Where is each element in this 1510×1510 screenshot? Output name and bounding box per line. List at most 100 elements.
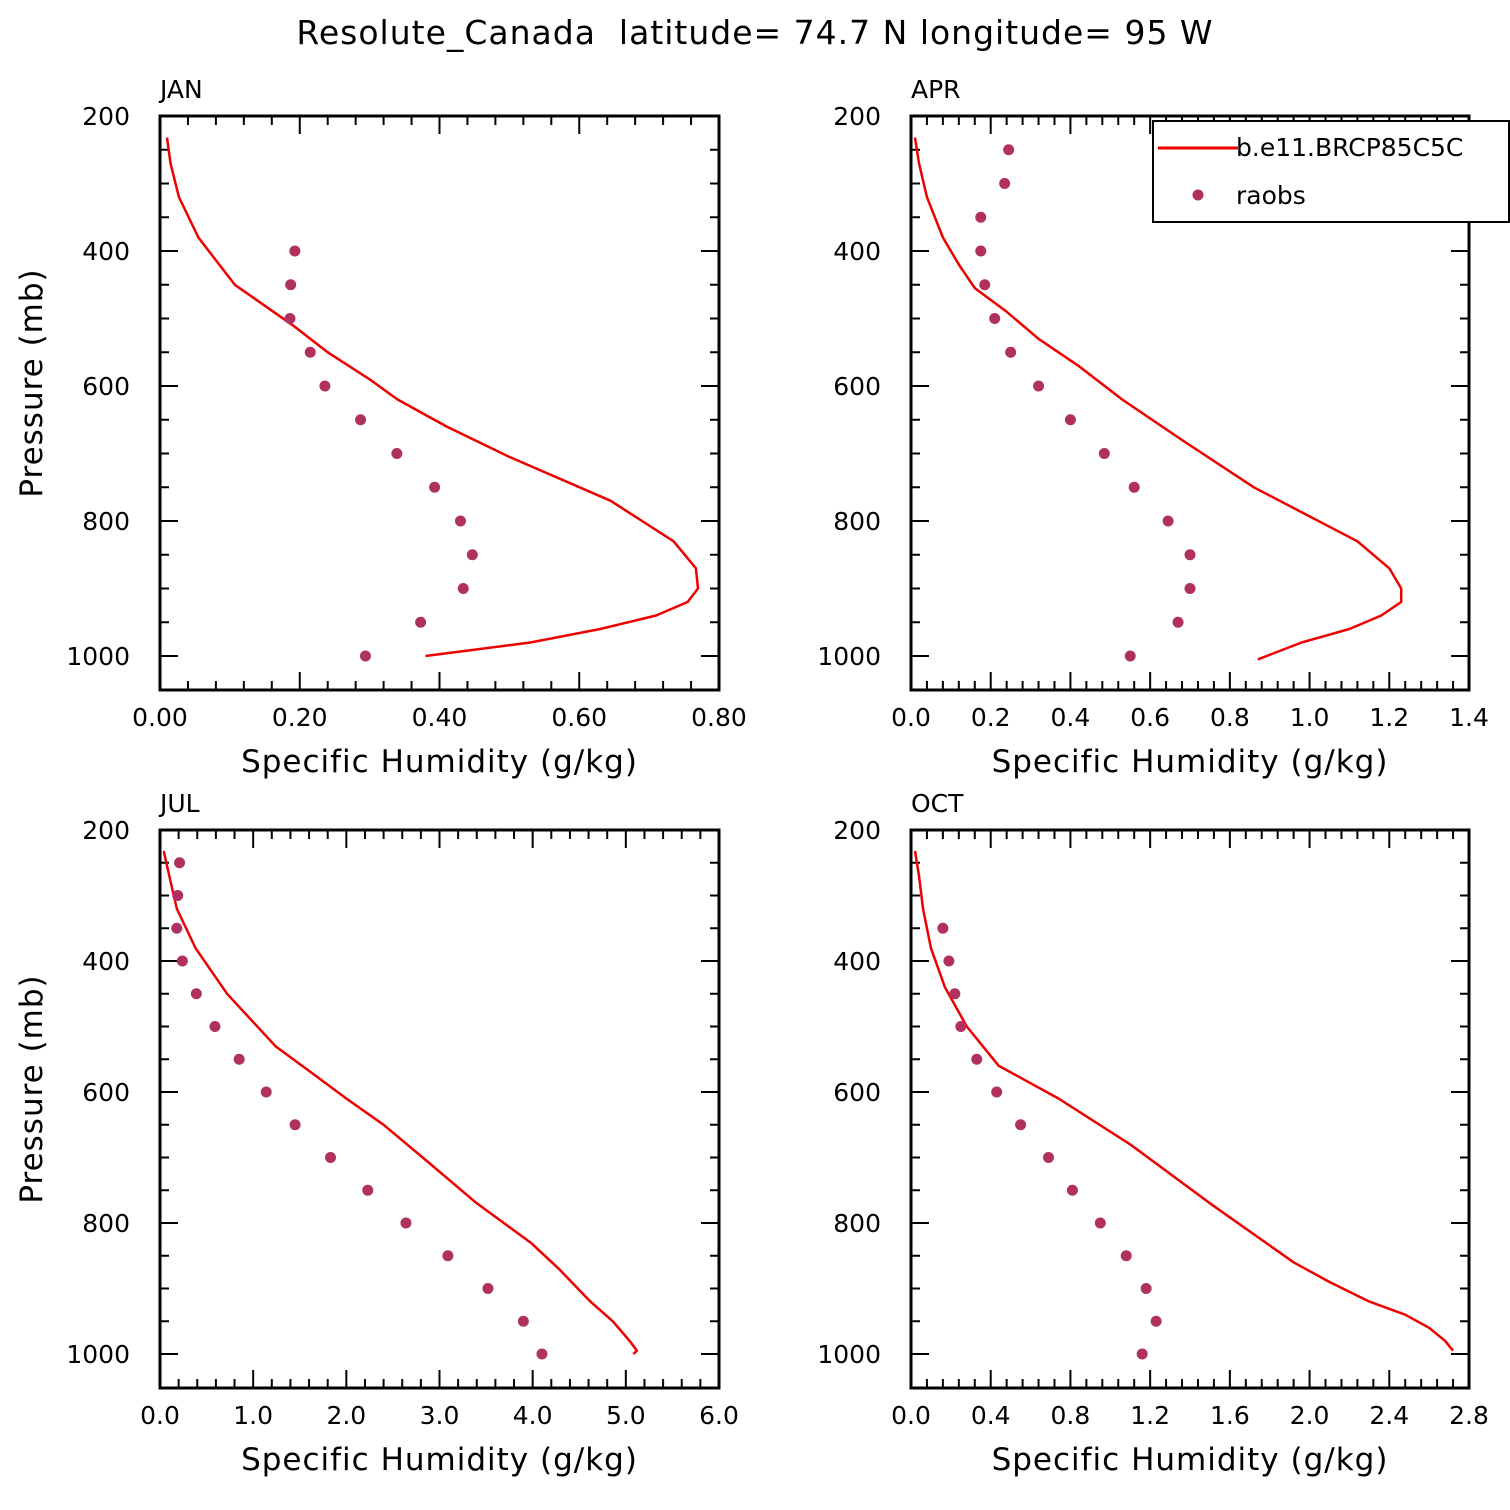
raobs-point bbox=[536, 1348, 548, 1360]
x-tick-label: 1.2 bbox=[1369, 703, 1409, 732]
raobs-point bbox=[1128, 481, 1140, 493]
raobs-point bbox=[1043, 1152, 1055, 1163]
model-profile-line bbox=[913, 850, 1455, 1352]
y-tick-label: 600 bbox=[833, 372, 881, 401]
x-tick-label: 4.0 bbox=[513, 1401, 553, 1430]
raobs-point bbox=[260, 1086, 272, 1098]
raobs-point bbox=[284, 313, 296, 324]
raobs-point bbox=[991, 1086, 1003, 1098]
y-tick-label: 1000 bbox=[817, 1340, 881, 1369]
chart-panel-jul: JUL 200 400 600 800 1000 0.0 1.0 2.0 3.0 4.0 5.0 6.0… bbox=[14, 789, 739, 1478]
x-tick-label: 0.40 bbox=[412, 703, 468, 732]
y-tick-label: 400 bbox=[82, 237, 130, 266]
y-axis-title: Pressure (mb) bbox=[14, 974, 50, 1203]
raobs-point bbox=[209, 1021, 221, 1032]
raobs-point bbox=[233, 1053, 245, 1065]
raobs-point bbox=[1015, 1119, 1027, 1131]
plot-frame bbox=[909, 114, 1471, 692]
x-axis-title: Specific Humidity (g/kg) bbox=[992, 744, 1389, 780]
raobs-point bbox=[355, 414, 367, 426]
x-tick-label: 2.0 bbox=[326, 1401, 366, 1430]
raobs-point bbox=[979, 279, 991, 291]
legend-model-label: b.e11.BRCP85C5C bbox=[1236, 133, 1463, 162]
raobs-point bbox=[174, 857, 186, 869]
x-tick-label: 1.4 bbox=[1449, 703, 1489, 732]
x-tick-label: 0.8 bbox=[1051, 1401, 1091, 1430]
x-tick-label: 0.2 bbox=[971, 703, 1011, 732]
raobs-point bbox=[482, 1283, 494, 1294]
model-profile-line bbox=[913, 137, 1403, 661]
y-tick-label: 200 bbox=[833, 816, 881, 845]
y-tick-label: 800 bbox=[833, 507, 881, 536]
raobs-point bbox=[1172, 616, 1184, 628]
x-tick-label: 0.6 bbox=[1130, 703, 1170, 732]
raobs-point bbox=[1150, 1315, 1162, 1327]
raobs-point bbox=[955, 1021, 967, 1032]
model-profile-line bbox=[162, 850, 639, 1355]
y-tick-label: 200 bbox=[82, 102, 130, 131]
y-tick-label: 600 bbox=[833, 1078, 881, 1107]
raobs-point bbox=[1005, 346, 1017, 358]
y-tick-label: 1000 bbox=[66, 642, 130, 671]
y-tick-label: 800 bbox=[82, 507, 130, 536]
x-axis-title: Specific Humidity (g/kg) bbox=[241, 1442, 638, 1478]
x-axis-title: Specific Humidity (g/kg) bbox=[241, 744, 638, 780]
x-tick-label: 0.4 bbox=[971, 1401, 1011, 1430]
x-tick-label: 1.6 bbox=[1210, 1401, 1250, 1430]
y-axis-title: Pressure (mb) bbox=[14, 268, 50, 497]
raobs-point bbox=[1184, 549, 1196, 561]
chart-panel-oct: OCT 200 400 600 800 1000 0.0 0.4 0.8 1.2 1.6 2.0 2.4… bbox=[817, 789, 1489, 1478]
x-tick-label: 2.8 bbox=[1449, 1401, 1489, 1430]
y-tick-label: 200 bbox=[82, 816, 130, 845]
legend-box bbox=[1152, 120, 1510, 223]
x-tick-label: 0.8 bbox=[1210, 703, 1250, 732]
raobs-point bbox=[466, 549, 478, 561]
y-tick-label: 1000 bbox=[66, 1340, 130, 1369]
raobs-point bbox=[999, 178, 1011, 189]
raobs-point bbox=[454, 515, 466, 527]
raobs-point bbox=[1033, 380, 1045, 392]
raobs-point bbox=[971, 1053, 983, 1065]
raobs-point bbox=[457, 583, 469, 594]
chart-panel-jan: JAN 200 400 600 800 1000 0.00 0.20 0.40 0.60 0.80 S… bbox=[14, 75, 747, 780]
raobs-point bbox=[324, 1152, 336, 1163]
raobs-point bbox=[1098, 448, 1110, 459]
raobs-point bbox=[304, 346, 316, 358]
x-tick-label: 0.00 bbox=[132, 703, 188, 732]
raobs-point bbox=[190, 988, 202, 1000]
y-tick-label: 400 bbox=[833, 237, 881, 266]
raobs-point bbox=[517, 1315, 529, 1327]
x-tick-label: 2.0 bbox=[1290, 1401, 1330, 1430]
x-tick-label: 0.80 bbox=[691, 703, 747, 732]
x-tick-label: 1.0 bbox=[233, 1401, 273, 1430]
x-tick-label: 3.0 bbox=[420, 1401, 460, 1430]
y-tick-label: 800 bbox=[833, 1209, 881, 1238]
panel-label: OCT bbox=[911, 789, 964, 818]
x-tick-label: 1.2 bbox=[1130, 1401, 1170, 1430]
raobs-point bbox=[1094, 1217, 1106, 1229]
panel-label: APR bbox=[911, 75, 961, 104]
panel-label: JAN bbox=[158, 75, 203, 104]
y-tick-label: 400 bbox=[82, 947, 130, 976]
x-tick-label: 0.4 bbox=[1051, 703, 1091, 732]
y-tick-label: 800 bbox=[82, 1209, 130, 1238]
x-tick-label: 0.0 bbox=[891, 1401, 931, 1430]
x-tick-label: 0.0 bbox=[140, 1401, 180, 1430]
raobs-point bbox=[1140, 1283, 1152, 1294]
raobs-point bbox=[1136, 1348, 1148, 1360]
x-tick-label: 1.0 bbox=[1290, 703, 1330, 732]
raobs-point bbox=[285, 279, 297, 291]
raobs-point bbox=[429, 481, 441, 493]
raobs-point bbox=[415, 616, 427, 628]
y-tick-label: 600 bbox=[82, 1078, 130, 1107]
x-axis-title: Specific Humidity (g/kg) bbox=[992, 1442, 1389, 1478]
x-tick-label: 6.0 bbox=[699, 1401, 739, 1430]
legend-obs-marker-swatch bbox=[1192, 189, 1204, 201]
raobs-point bbox=[171, 922, 183, 934]
raobs-point bbox=[359, 650, 371, 662]
figure-title: Resolute_Canada latitude= 74.7 N longitu… bbox=[296, 13, 1213, 52]
x-tick-label: 0.20 bbox=[272, 703, 328, 732]
y-tick-label: 600 bbox=[82, 372, 130, 401]
